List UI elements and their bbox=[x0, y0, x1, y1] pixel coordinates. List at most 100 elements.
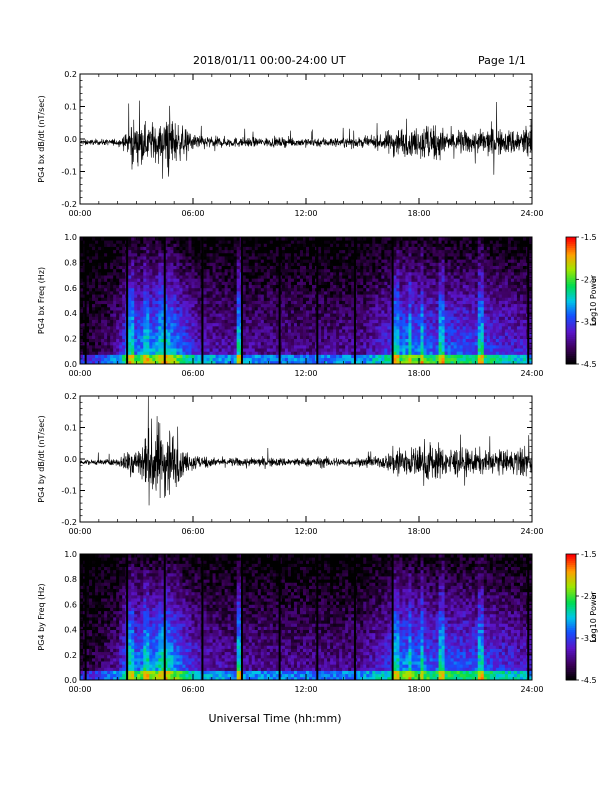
spectrogram-cell bbox=[266, 348, 271, 352]
spectrogram-cell bbox=[435, 281, 439, 286]
spectrogram-cell bbox=[363, 265, 367, 270]
spectrogram-cell bbox=[176, 332, 180, 336]
spectrogram-cell bbox=[426, 344, 430, 349]
spectrogram-cell bbox=[173, 313, 177, 317]
spectrogram-cell bbox=[393, 351, 397, 355]
spectrogram-cell bbox=[309, 325, 313, 330]
spectrogram-cell bbox=[98, 262, 102, 266]
spectrogram-cell bbox=[167, 243, 171, 247]
spectrogram-cell bbox=[182, 332, 186, 336]
spectrogram-cell bbox=[119, 287, 123, 292]
spectrogram-cell bbox=[89, 281, 93, 286]
spectrogram-cell bbox=[197, 243, 201, 247]
spectrogram-cell bbox=[417, 297, 421, 301]
spectrogram-cell bbox=[215, 271, 220, 276]
spectrogram-cell bbox=[324, 271, 328, 276]
spectrogram-cell bbox=[396, 313, 400, 317]
spectrogram-cell bbox=[224, 243, 229, 247]
spectrogram-cell bbox=[98, 240, 102, 244]
spectrogram-cell bbox=[101, 249, 105, 254]
spectrogram-cell bbox=[378, 278, 382, 282]
spectrogram-cell bbox=[155, 335, 159, 339]
spectrogram-cell bbox=[393, 290, 397, 295]
spectrogram-cell bbox=[176, 313, 180, 317]
spectrogram-cell bbox=[423, 249, 427, 254]
spectrogram-cell bbox=[161, 284, 165, 289]
spectrogram-cell bbox=[290, 252, 295, 257]
spectrogram-cell bbox=[302, 335, 307, 339]
spectrogram-cell bbox=[221, 268, 226, 273]
spectrogram-cell bbox=[113, 252, 117, 257]
spectrogram-cell bbox=[233, 240, 238, 244]
spectrogram-cell bbox=[423, 240, 427, 244]
spectrogram-cell bbox=[161, 252, 165, 257]
spectrogram-cell bbox=[345, 319, 349, 324]
spectrogram-cell bbox=[182, 262, 186, 266]
spectrogram-cell bbox=[158, 341, 162, 346]
spectrogram-cell bbox=[399, 287, 403, 292]
spectrogram-cell bbox=[333, 249, 337, 254]
spectrogram-cell bbox=[113, 246, 117, 251]
spectrogram-cell bbox=[185, 237, 189, 241]
spectrogram-cell bbox=[170, 313, 174, 317]
spectrogram-cell bbox=[414, 300, 418, 305]
spectrogram-cell bbox=[336, 271, 340, 276]
spectrogram-cell bbox=[230, 348, 235, 352]
spectrogram-cell bbox=[236, 357, 241, 362]
spectrogram-cell bbox=[131, 290, 135, 295]
spectrogram-cell bbox=[179, 275, 183, 279]
spectrogram-cell bbox=[275, 303, 280, 308]
spectrogram-cell bbox=[80, 325, 84, 330]
spectrogram-cell bbox=[411, 348, 415, 352]
spectrogram-cell bbox=[203, 294, 207, 298]
spectrogram-cell bbox=[396, 316, 400, 320]
spectrogram-cell bbox=[176, 306, 180, 311]
spectrogram-cell bbox=[161, 249, 165, 254]
spectrogram-cell bbox=[104, 335, 108, 339]
spectrogram-cell bbox=[197, 322, 201, 327]
spectrogram-cell bbox=[86, 243, 90, 247]
spectrogram-cell bbox=[375, 294, 379, 298]
spectrogram-cell bbox=[92, 325, 96, 330]
spectrogram-cell bbox=[384, 351, 388, 355]
spectrogram-cell bbox=[176, 287, 180, 292]
spectrogram-cell bbox=[197, 313, 201, 317]
spectrogram-cell bbox=[351, 268, 355, 273]
spectrogram-cell bbox=[176, 294, 180, 298]
spectrogram-cell bbox=[369, 351, 373, 355]
spectrogram-cell bbox=[179, 351, 183, 355]
spectrogram-cell bbox=[224, 265, 229, 270]
spectrogram-cell bbox=[116, 329, 120, 333]
spectrogram-cell bbox=[122, 297, 126, 301]
spectrogram-cell bbox=[131, 284, 135, 289]
spectrogram-cell bbox=[375, 284, 379, 289]
spectrogram-cell bbox=[92, 268, 96, 273]
spectrogram-cell bbox=[92, 329, 96, 333]
spectrogram-cell bbox=[387, 354, 391, 359]
spectrogram-cell bbox=[188, 281, 192, 286]
spectrogram-cell bbox=[197, 287, 201, 292]
spectrogram-cell bbox=[146, 306, 150, 311]
spectrogram-cell bbox=[248, 329, 253, 333]
spectrogram-cell bbox=[224, 246, 229, 251]
spectrogram-cell bbox=[438, 335, 442, 339]
spectrogram-cell bbox=[173, 316, 177, 320]
spectrogram-cell bbox=[281, 249, 286, 254]
spectrogram-cell bbox=[435, 252, 439, 257]
spectrogram-cell bbox=[128, 344, 132, 349]
spectrogram-cell bbox=[101, 252, 105, 257]
spectrogram-cell bbox=[218, 237, 223, 241]
spectrogram-cell bbox=[293, 275, 298, 279]
spectrogram-cell bbox=[206, 281, 210, 286]
spectrogram-cell bbox=[384, 294, 388, 298]
spectrogram-cell bbox=[299, 357, 304, 362]
spectrogram-cell bbox=[372, 329, 376, 333]
spectrogram-cell bbox=[426, 325, 430, 330]
spectrogram-cell bbox=[399, 338, 403, 343]
spectrogram-cell bbox=[227, 310, 232, 314]
spectrogram-cell bbox=[306, 271, 310, 276]
spectrogram-cell bbox=[309, 249, 313, 254]
spectrogram-cell bbox=[173, 284, 177, 289]
spectrogram-cell bbox=[140, 268, 144, 273]
spectrogram-cell bbox=[363, 354, 367, 359]
